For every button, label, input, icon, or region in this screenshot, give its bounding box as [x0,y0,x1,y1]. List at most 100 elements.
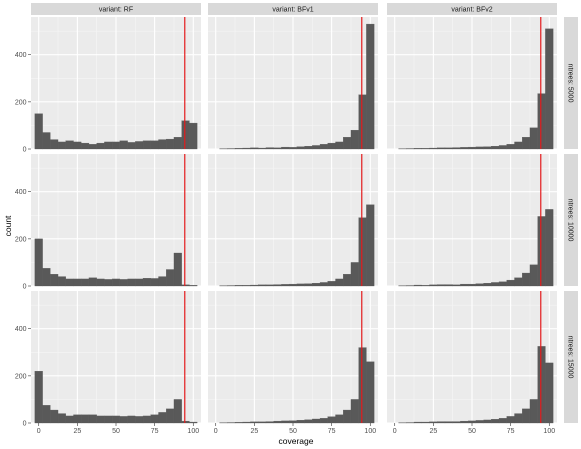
histogram-bar [358,94,367,150]
histogram-bar [312,145,321,150]
histogram-bar [42,268,51,287]
facet-panel-r1-c0 [31,154,201,287]
histogram-bar [483,283,492,287]
histogram-bar [158,139,167,150]
histogram-bar [34,113,43,150]
histogram-bar [498,418,507,424]
x-tick-label: 25 [73,428,81,435]
histogram-bar [421,285,430,287]
histogram-bar [452,284,461,287]
histogram-bar [258,421,267,424]
x-tick-label: 50 [112,428,120,435]
histogram-bar [343,137,352,150]
histogram-bar [150,414,159,424]
histogram-bar [242,421,251,424]
histogram-bar [281,284,290,287]
x-tick-label: 50 [289,428,297,435]
y-tick-label: 400 [15,52,27,59]
histogram-bar [437,421,446,424]
histogram-bar [250,284,259,287]
x-axis-title: coverage [279,436,314,446]
facet-panel-r2-c2 [387,291,557,424]
histogram-bar [150,140,159,150]
column-strip [31,3,201,15]
histogram-bar [312,283,321,287]
facet-panel-r0-c1 [208,17,378,150]
histogram-bar [475,146,484,150]
histogram-bar [111,278,121,287]
histogram-bar [327,281,336,287]
x-tick-label: 0 [214,428,218,435]
histogram-bar [281,420,290,424]
histogram-bar [73,278,82,287]
histogram-bar [522,408,531,424]
histogram-bar [96,278,105,287]
y-tick-label: 400 [15,189,27,196]
histogram-bar [50,139,59,150]
histogram-bar [343,409,352,424]
histogram-bar [258,147,267,150]
row-strip [564,17,578,149]
y-tick-label: 0 [23,284,27,291]
histogram-bar [506,416,515,424]
histogram-bar [242,285,251,287]
column-strip-label: variant: BFv1 [272,7,313,14]
facet-panel-r1-c2 [387,154,557,287]
histogram-bar [135,141,144,150]
histogram-bar [491,282,500,287]
histogram-bar [327,416,336,424]
x-tick-label: 100 [543,428,555,435]
histogram-bar [234,148,243,150]
x-tick-label: 100 [364,428,376,435]
histogram-bar [506,279,515,287]
histogram-bar [522,272,531,287]
histogram-bar [158,276,167,287]
histogram-bar [545,209,554,287]
histogram-bar [65,278,74,287]
x-tick-label: 0 [393,428,397,435]
histogram-bar [142,140,151,150]
strips-layer: variant: RF variant: BFv1 variant: BFv2 ntr… [31,3,578,423]
histogram-bar [460,283,469,287]
histogram-bar [104,141,113,150]
histogram-bar [296,283,305,287]
histogram-bar [166,138,175,150]
histogram-bar [350,262,359,287]
column-strip-label: variant: BFv2 [451,7,492,14]
row-strip-label: ntrees: 5000 [567,64,574,103]
histogram-bar [491,419,500,424]
histogram-bar [366,361,375,424]
x-tick-label: 75 [151,428,159,435]
histogram-bar [335,278,344,287]
histogram-bar [429,147,438,150]
histogram-bar [319,144,328,150]
histogram-bar [189,285,198,287]
histogram-bar [514,413,523,424]
x-tick-label: 50 [468,428,476,435]
histogram-bar [312,418,321,424]
facet-panel-r2-c0 [31,291,201,424]
histogram-bar [413,421,422,424]
x-tick-label: 75 [507,428,515,435]
histogram-bar [273,147,282,150]
histogram-bar [265,421,274,424]
histogram-bar [142,415,151,424]
histogram-bar [288,420,298,424]
histogram-bar [319,282,328,287]
histogram-bar [366,204,375,287]
histogram-bar [73,414,82,424]
histogram-bar [166,269,175,287]
row-strip [564,154,578,286]
histogram-bar [467,420,477,424]
histogram-bar [34,238,43,287]
histogram-bar [65,140,74,150]
histogram-bar [127,142,136,150]
histogram-bar [250,421,259,424]
panels-layer [31,17,557,424]
row-strip-label: ntrees: 10000 [567,199,574,242]
histogram-bar [111,141,121,150]
histogram-bar [104,279,113,287]
histogram-bar [189,421,198,424]
histogram-bar [335,414,344,424]
histogram-bar [304,419,313,424]
